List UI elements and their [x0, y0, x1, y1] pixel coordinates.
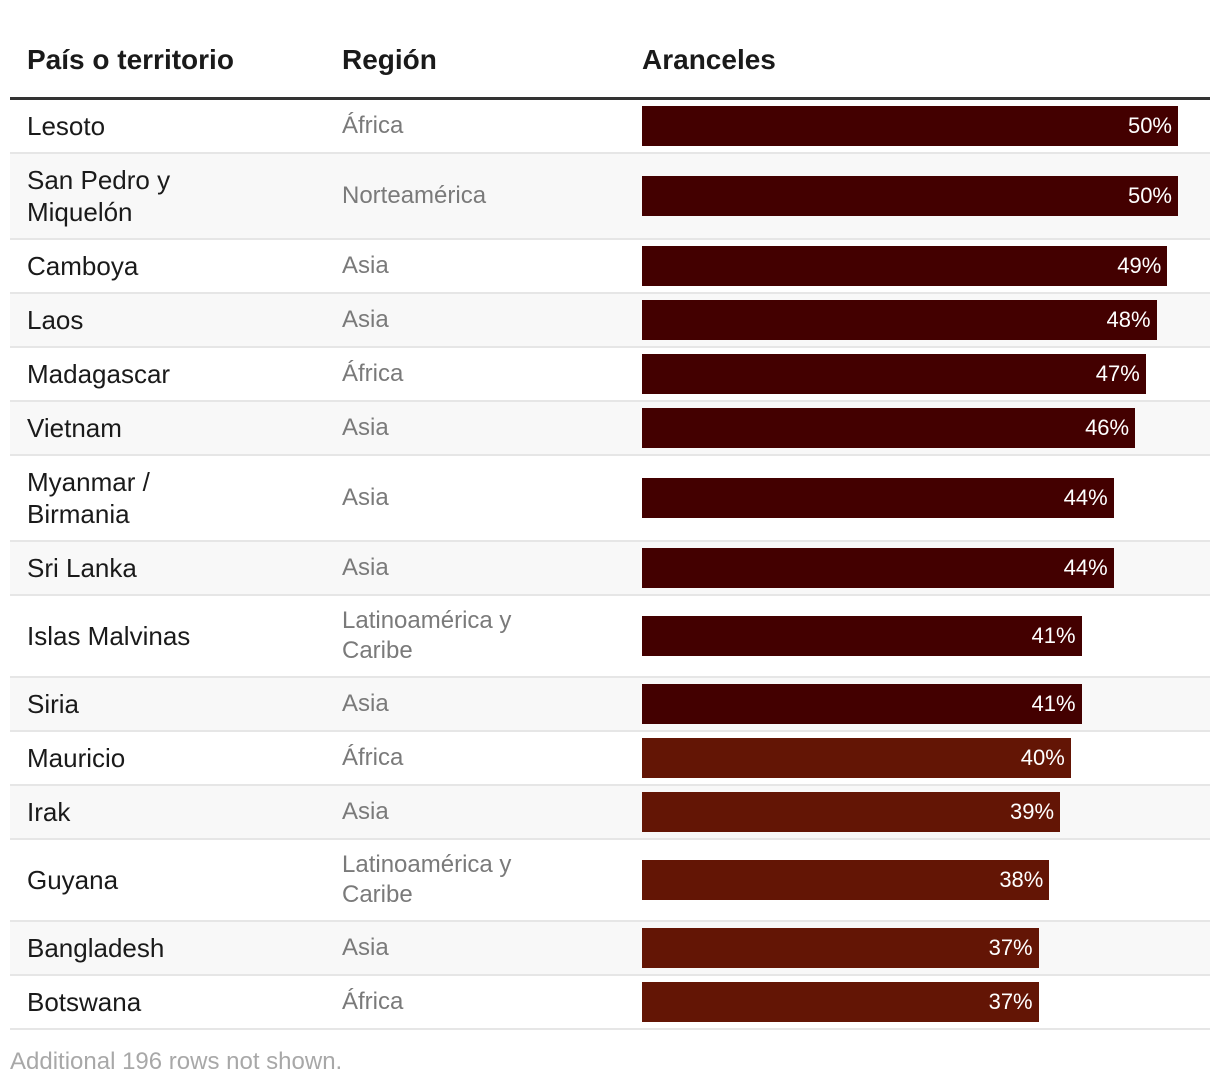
tariff-value-label: 49% — [1117, 253, 1162, 278]
country-cell: Islas Malvinas — [27, 621, 191, 651]
tariff-bar-track: 41% — [642, 616, 1178, 656]
region-cell: África — [342, 744, 404, 771]
table-row: Camboya Asia 49% — [10, 240, 1210, 294]
table-header: País o territorio Región Aranceles — [10, 0, 1210, 100]
tariff-bar: 37% — [642, 928, 1039, 968]
region-cell: Asia — [342, 934, 389, 961]
region-cell: África — [342, 360, 404, 387]
region-cell: Asia — [342, 306, 389, 333]
tariff-bar: 49% — [642, 246, 1168, 286]
tariff-bar-track: 50% — [642, 106, 1178, 146]
table-row: Madagascar África 47% — [10, 348, 1210, 402]
table-row: Siria Asia 41% — [10, 678, 1210, 732]
region-cell: Asia — [342, 484, 389, 511]
tariff-bar: 46% — [642, 408, 1136, 448]
table-row: Lesoto África 50% — [10, 100, 1210, 154]
table-row: Vietnam Asia 46% — [10, 402, 1210, 456]
tariff-value-label: 37% — [988, 989, 1033, 1014]
tariff-bar-track: 44% — [642, 548, 1178, 588]
tariff-bar-track: 49% — [642, 246, 1178, 286]
country-cell: Irak — [27, 797, 71, 827]
tariff-bar: 44% — [642, 478, 1114, 518]
tariff-value-label: 41% — [1031, 691, 1076, 716]
country-cell: Siria — [27, 689, 80, 719]
region-cell: Latinoamérica y Caribe — [342, 607, 512, 664]
tariff-bar: 48% — [642, 300, 1157, 340]
country-cell: Laos — [27, 305, 84, 335]
tariff-bar-track: 38% — [642, 860, 1178, 900]
country-cell: Botswana — [27, 987, 142, 1017]
country-cell: Myanmar / Birmania — [27, 467, 150, 529]
table-row: Bangladesh Asia 37% — [10, 922, 1210, 976]
table-body: Lesoto África 50% San Pedro y Miquelón Norte… — [10, 100, 1210, 1030]
table-row: Botswana África 37% — [10, 976, 1210, 1030]
country-cell: Guyana — [27, 865, 119, 895]
country-column-header[interactable]: País o territorio — [27, 44, 234, 75]
table-row: Guyana Latinoamérica y Caribe 38% — [10, 840, 1210, 922]
tariff-value-label: 50% — [1127, 183, 1172, 208]
rows-not-shown-note: Additional 196 rows not shown. — [10, 1048, 343, 1075]
tariff-bar-track: 44% — [642, 478, 1178, 518]
table-row: Islas Malvinas Latinoamérica y Caribe 41% — [10, 596, 1210, 678]
region-cell: Asia — [342, 554, 389, 581]
tariff-bar: 41% — [642, 684, 1082, 724]
country-cell: Bangladesh — [27, 933, 165, 963]
region-cell: Latinoamérica y Caribe — [342, 851, 512, 908]
table-row: Laos Asia 48% — [10, 294, 1210, 348]
region-cell: Asia — [342, 690, 389, 717]
country-cell: Vietnam — [27, 413, 122, 443]
country-cell: Madagascar — [27, 359, 171, 389]
table-row: Myanmar / Birmania Asia 44% — [10, 456, 1210, 542]
region-cell: Asia — [342, 414, 389, 441]
tariff-bar: 50% — [642, 106, 1178, 146]
tariff-bar: 38% — [642, 860, 1050, 900]
country-cell: Lesoto — [27, 111, 106, 141]
tariff-bar: 50% — [642, 176, 1178, 216]
tariff-bar: 39% — [642, 792, 1061, 832]
tariff-bar-track: 47% — [642, 354, 1178, 394]
tariff-value-label: 41% — [1031, 623, 1076, 648]
region-cell: África — [342, 988, 404, 1015]
region-column-header[interactable]: Región — [342, 44, 437, 75]
tariff-table: País o territorio Región Aranceles Lesot… — [10, 0, 1210, 1030]
country-cell: Mauricio — [27, 743, 126, 773]
tariff-column-header[interactable]: Aranceles — [642, 44, 776, 75]
table-row: San Pedro y Miquelón Norteamérica 50% — [10, 154, 1210, 240]
region-cell: Norteamérica — [342, 182, 487, 209]
tariff-bar: 41% — [642, 616, 1082, 656]
tariff-bar-track: 48% — [642, 300, 1178, 340]
country-cell: Camboya — [27, 251, 139, 281]
tariff-bar-track: 37% — [642, 928, 1178, 968]
region-cell: África — [342, 112, 404, 139]
tariff-bar: 47% — [642, 354, 1146, 394]
tariff-value-label: 40% — [1020, 745, 1065, 770]
table-row: Sri Lanka Asia 44% — [10, 542, 1210, 596]
tariff-bar-track: 40% — [642, 738, 1178, 778]
tariff-value-label: 50% — [1127, 113, 1172, 138]
country-cell: Sri Lanka — [27, 553, 137, 583]
tariff-value-label: 46% — [1085, 415, 1130, 440]
tariff-value-label: 37% — [988, 935, 1033, 960]
table-row: Mauricio África 40% — [10, 732, 1210, 786]
tariff-bar-track: 50% — [642, 176, 1178, 216]
tariff-bar-track: 37% — [642, 982, 1178, 1022]
tariff-value-label: 44% — [1063, 555, 1108, 580]
tariff-bar: 40% — [642, 738, 1071, 778]
tariff-bar: 44% — [642, 548, 1114, 588]
tariff-bar: 37% — [642, 982, 1039, 1022]
tariff-bar-track: 41% — [642, 684, 1178, 724]
tariff-value-label: 47% — [1095, 361, 1140, 386]
tariff-bar-track: 39% — [642, 792, 1178, 832]
region-cell: Asia — [342, 252, 389, 279]
tariff-bar-track: 46% — [642, 408, 1178, 448]
table-row: Irak Asia 39% — [10, 786, 1210, 840]
tariff-value-label: 48% — [1106, 307, 1151, 332]
country-cell: San Pedro y Miquelón — [27, 165, 171, 227]
tariff-value-label: 38% — [999, 867, 1044, 892]
tariff-value-label: 39% — [1010, 799, 1055, 824]
tariff-value-label: 44% — [1063, 485, 1108, 510]
region-cell: Asia — [342, 798, 389, 825]
